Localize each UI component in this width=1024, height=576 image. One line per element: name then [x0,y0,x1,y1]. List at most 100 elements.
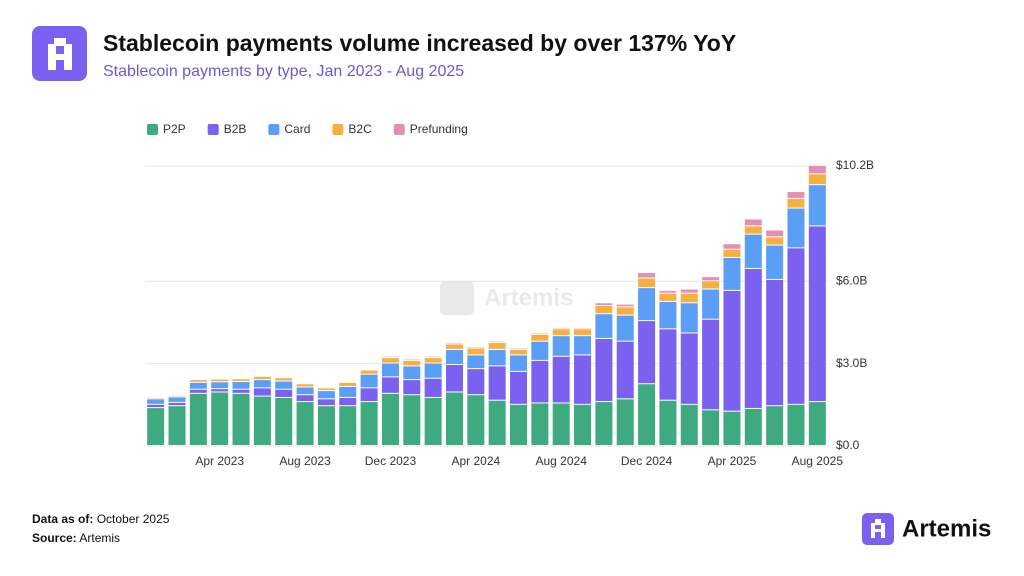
bar-segment [744,226,762,234]
bar-segment [680,303,698,333]
bar-segment [808,166,826,174]
bar-segment [702,281,720,289]
legend: P2P B2B Card B2C Prefunding [147,122,468,136]
bar-segment [147,404,165,408]
y-tick-label: $10.2B [836,158,874,172]
bar-segment [595,303,613,305]
bar-segment [488,366,506,400]
x-tick-label: Aug 2025 [792,454,844,468]
bar-segment [531,334,549,341]
legend-swatch [332,124,344,135]
bar-segment [766,406,784,445]
bar-segment [680,404,698,445]
bar-segment [211,379,229,382]
bar-segment [680,333,698,404]
x-tick-label: Aug 2023 [279,454,331,468]
bar-segment [574,404,592,445]
bar-segment [488,400,506,445]
x-tick-label: Aug 2024 [536,454,588,468]
x-tick-label: Dec 2023 [365,454,417,468]
bar-segment [467,348,485,355]
bar-segment [616,399,634,445]
bar-segment [275,389,293,397]
bar-segment [723,249,741,257]
chart-title: Stablecoin payments volume increased by … [103,30,736,56]
legend-label: P2P [163,122,186,136]
y-tick-label: $3.0B [836,356,867,370]
bar-segment [232,382,250,389]
bar-segment [253,376,271,380]
bar-segment [659,329,677,400]
bar-segment [317,388,335,391]
bar-segment [744,268,762,408]
bar-segment [680,293,698,303]
bar-segment [808,402,826,445]
bar-segment [381,377,399,393]
legend-swatch [147,124,158,135]
bar-segment [168,397,186,402]
bar-segment [744,234,762,268]
bar-segment [531,403,549,445]
brand-logo: Artemis [862,513,991,545]
bar-segment [659,400,677,445]
bar-segment [531,360,549,403]
bar-segment [403,366,421,380]
legend-label: Prefunding [410,122,468,136]
x-tick-label: Apr 2025 [708,454,757,468]
bar-segment [232,389,250,393]
bar-segment [510,355,528,371]
bar-segment [189,382,207,389]
bar-segment [723,244,741,249]
brand-name: Artemis [902,515,991,542]
bar-segment [424,363,442,378]
bar-segment [275,397,293,445]
bar-segment [339,397,357,406]
bar-segment [211,389,229,392]
legend-swatch [207,124,219,135]
bar-segment [445,365,463,392]
bar-segment [445,392,463,445]
bar-segment [424,397,442,445]
bar-segment [510,371,528,404]
x-tick-label: Dec 2024 [621,454,673,468]
bar-segment [445,344,463,349]
x-tick-label: Apr 2023 [195,454,244,468]
bar-segment [189,380,207,382]
bar-segment [595,338,613,402]
bar-segment [445,349,463,365]
bar-segment [488,349,506,366]
bar-segment [317,391,335,399]
bar-segment [510,404,528,445]
bar-segment [616,307,634,315]
bar-segment [403,395,421,445]
bar-segment [381,358,399,363]
bar-segment [253,388,271,396]
footer-label: Source: [32,531,77,545]
bar-segment [211,382,229,389]
bar-segment [467,395,485,445]
bar-segment [808,226,826,402]
bar-segment [702,277,720,281]
bar-segment [467,369,485,395]
bar-segment [808,185,826,226]
bar-segment [616,304,634,307]
bar-segment [232,379,250,382]
bar-segment [680,289,698,293]
bar-segment [168,402,186,406]
bar-segment [317,399,335,406]
bar-segment [403,360,421,366]
bar-segment [296,402,314,445]
legend-swatch [268,124,280,135]
bar-segment [595,402,613,445]
bar-segment [659,301,677,329]
legend-label: B2B [224,122,247,136]
bar-segment [659,290,677,293]
bar-segment [531,341,549,360]
bar-segment [253,396,271,445]
bar-segment [766,245,784,279]
bar-segment [552,403,570,445]
bar-segment [723,411,741,445]
bar-segment [616,341,634,399]
